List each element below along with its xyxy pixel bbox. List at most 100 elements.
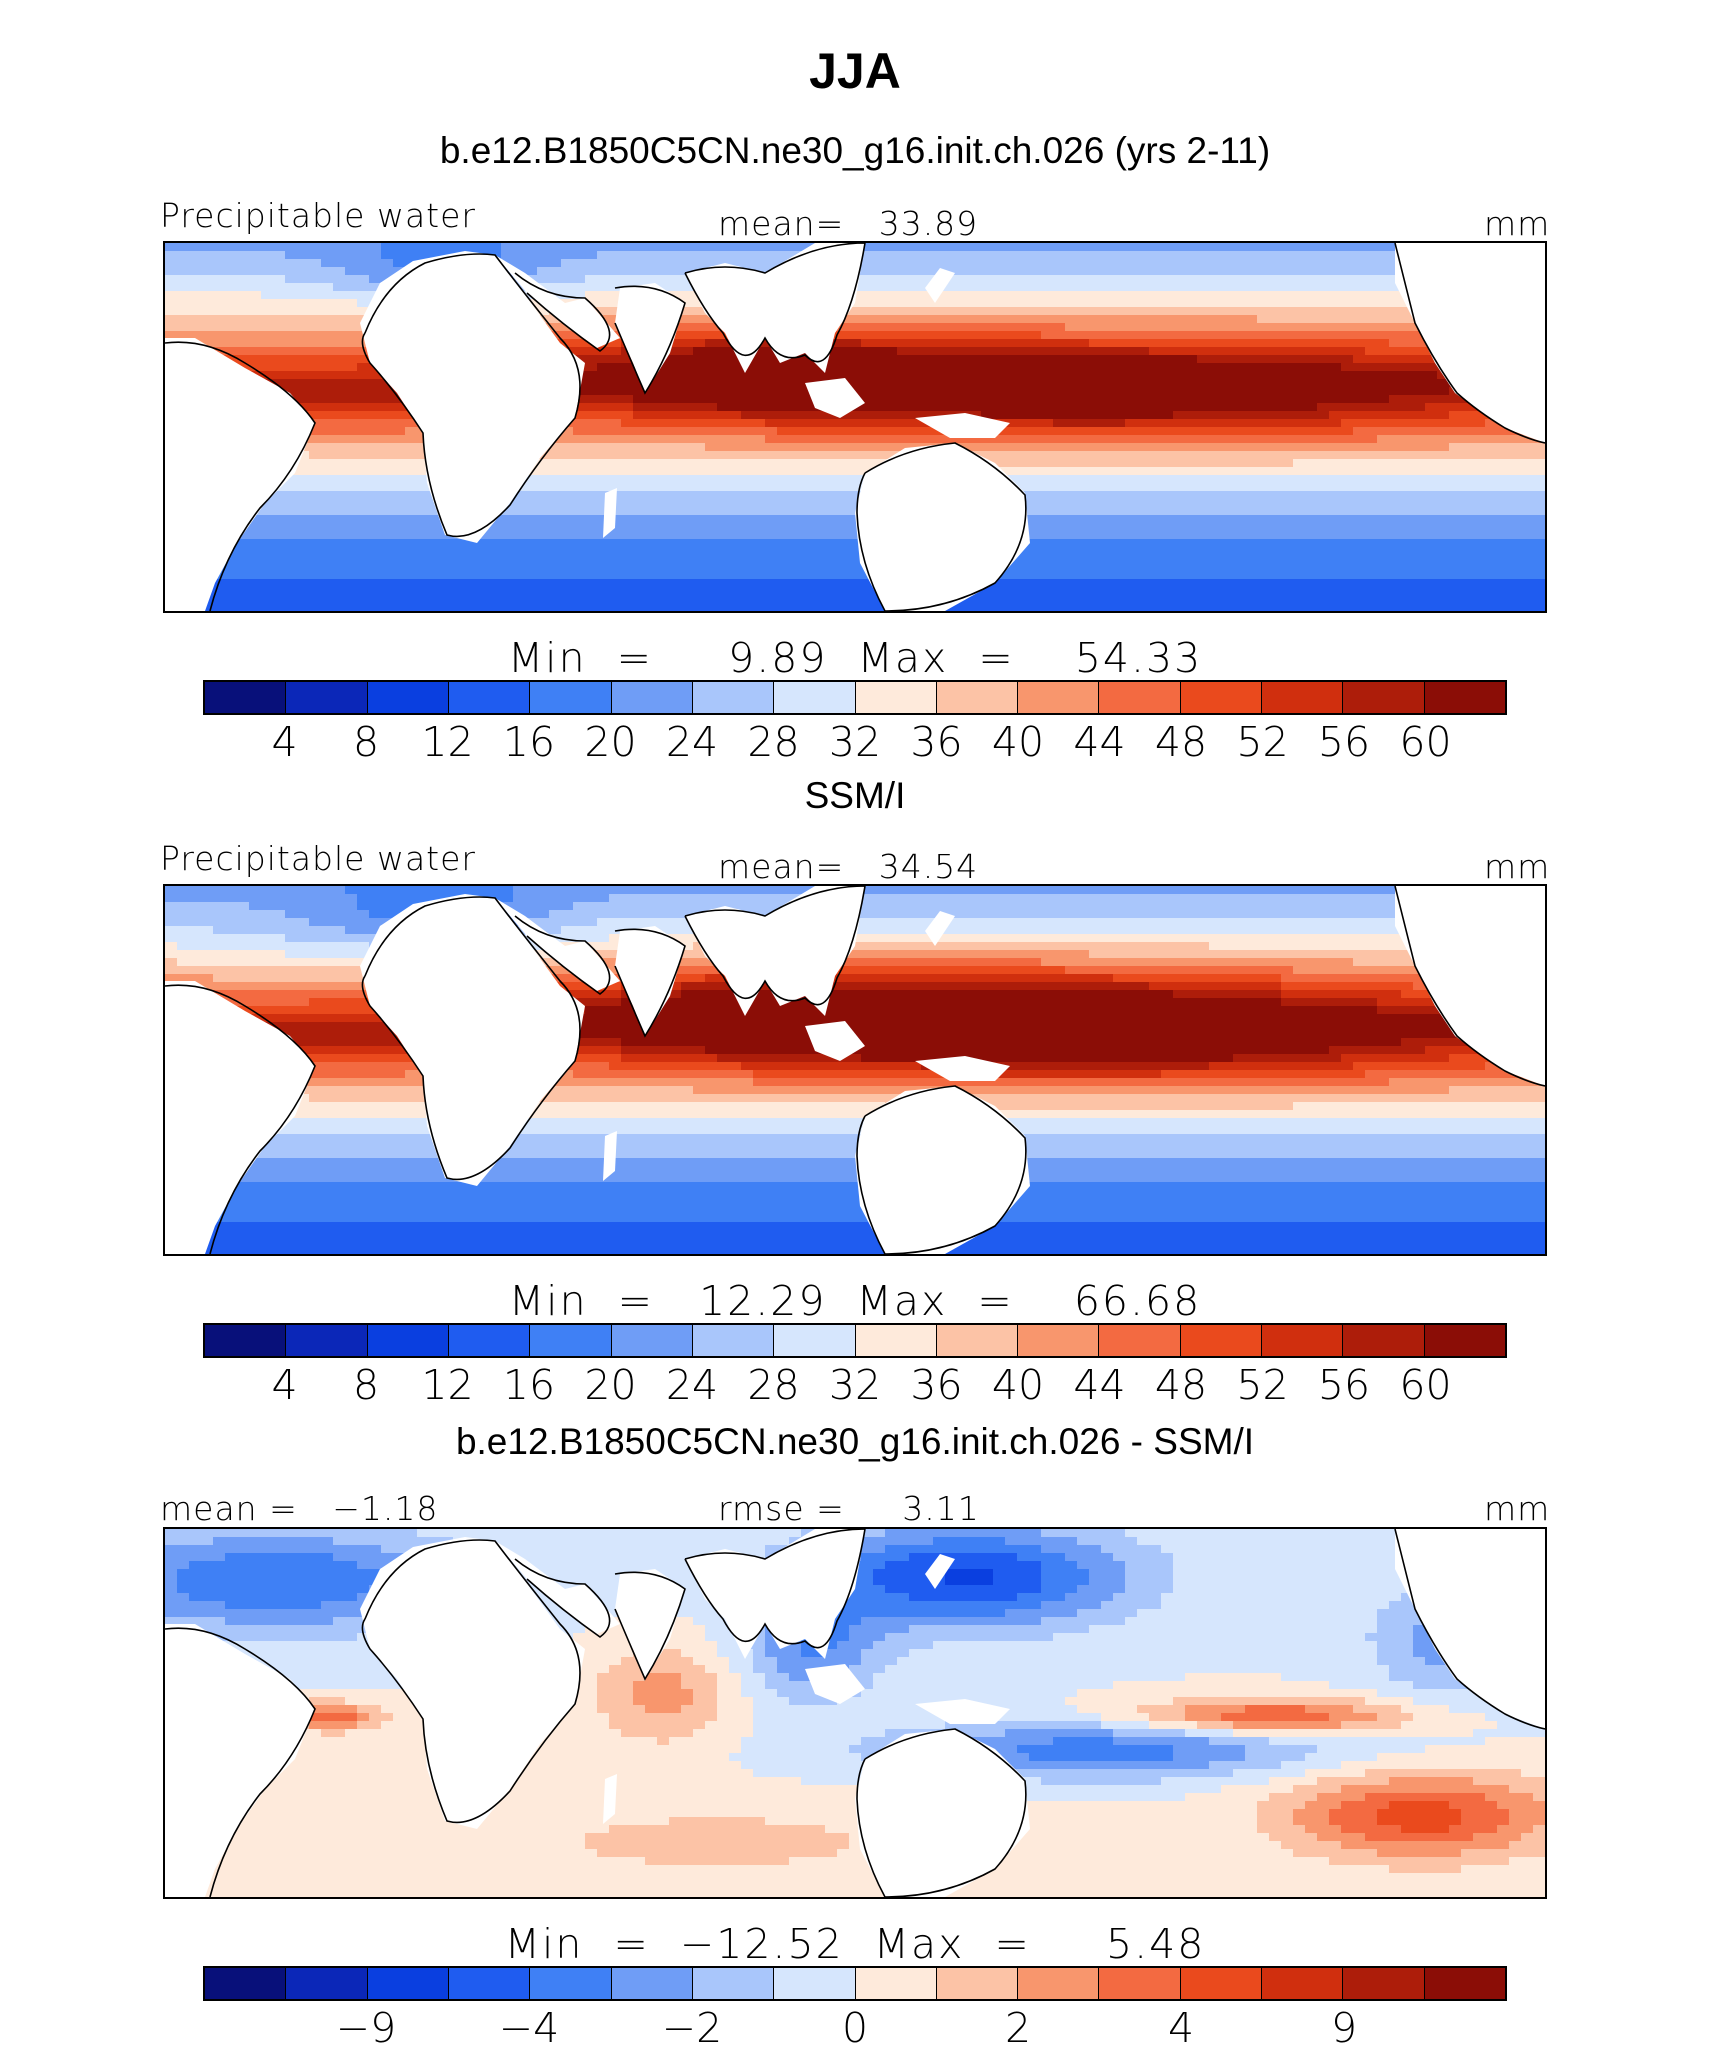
field-cell [1065, 483, 1078, 492]
field-cell [1185, 483, 1198, 492]
field-cell [1161, 571, 1174, 580]
field-cell [1521, 467, 1534, 476]
field-cell [1197, 259, 1210, 268]
field-cell [1281, 243, 1294, 252]
field-cell [1173, 315, 1186, 324]
field-cell [921, 395, 934, 404]
field-cell [1317, 451, 1330, 460]
field-cell [861, 299, 874, 308]
field-cell [237, 563, 250, 572]
field-cell [753, 371, 766, 380]
field-cell [1113, 291, 1126, 300]
field-cell [1125, 267, 1138, 276]
field-cell [933, 379, 946, 388]
field-cell [1389, 547, 1402, 556]
field-cell [585, 419, 598, 428]
field-cell [1161, 315, 1174, 324]
field-cell [1305, 483, 1318, 492]
field-cell [1233, 403, 1246, 412]
field-cell [405, 507, 418, 516]
field-cell [1161, 243, 1174, 252]
field-cell [537, 563, 550, 572]
field-cell [393, 467, 406, 476]
field-cell [717, 419, 730, 428]
field-cell [1137, 339, 1150, 348]
field-cell [1329, 483, 1342, 492]
field-cell [261, 531, 274, 540]
field-cell [1161, 331, 1174, 340]
field-cell [1497, 531, 1510, 540]
field-cell [1389, 395, 1402, 404]
field-cell [1377, 259, 1390, 268]
field-cell [1341, 483, 1354, 492]
field-cell [1281, 563, 1294, 572]
field-cell [1005, 347, 1018, 356]
field-cell [333, 443, 346, 452]
field-cell [729, 363, 742, 372]
field-cell [1461, 555, 1474, 564]
field-cell [261, 523, 274, 532]
field-cell [1221, 259, 1234, 268]
field-cell [1089, 483, 1102, 492]
field-cell [1173, 419, 1186, 428]
field-cell [1233, 355, 1246, 364]
field-cell [669, 555, 682, 564]
field-cell [1365, 387, 1378, 396]
field-cell [1041, 547, 1054, 556]
field-cell [693, 571, 706, 580]
field-cell [777, 499, 790, 508]
field-cell [1113, 443, 1126, 452]
field-cell [1089, 411, 1102, 420]
field-cell [777, 523, 790, 532]
field-cell [1137, 547, 1150, 556]
field-cell [1353, 299, 1366, 308]
field-cell [981, 355, 994, 364]
field-cell [1125, 355, 1138, 364]
field-cell [1293, 531, 1306, 540]
field-cell [1425, 483, 1438, 492]
field-cell [657, 259, 670, 268]
field-cell [813, 547, 826, 556]
field-cell [1329, 291, 1342, 300]
field-cell [1041, 315, 1054, 324]
field-cell [369, 395, 382, 404]
field-cell [1341, 283, 1354, 292]
field-cell [525, 579, 538, 588]
field-cell [1425, 571, 1438, 580]
field-cell [837, 467, 850, 476]
field-cell [393, 579, 406, 588]
field-cell [1257, 563, 1270, 572]
field-cell [633, 579, 646, 588]
field-cell [1353, 347, 1366, 356]
field-cell [1149, 307, 1162, 316]
field-cell [1029, 475, 1042, 484]
field-cell [1029, 395, 1042, 404]
field-cell [921, 387, 934, 396]
field-cell [357, 531, 370, 540]
field-cell [717, 451, 730, 460]
field-cell [873, 307, 886, 316]
field-cell [669, 451, 682, 460]
field-cell [741, 395, 754, 404]
field-cell [765, 507, 778, 516]
field-cell [1125, 403, 1138, 412]
field-cell [345, 307, 358, 316]
field-cell [1329, 395, 1342, 404]
field-cell [1017, 315, 1030, 324]
field-cell [909, 259, 922, 268]
field-cell [621, 387, 634, 396]
field-cell [621, 275, 634, 284]
field-cell [1473, 475, 1486, 484]
field-cell [1401, 339, 1414, 348]
field-cell [657, 419, 670, 428]
field-cell [1449, 539, 1462, 548]
field-cell [921, 331, 934, 340]
field-cell [1149, 499, 1162, 508]
field-cell [717, 259, 730, 268]
field-cell [393, 587, 406, 596]
field-cell [933, 243, 946, 252]
field-cell [1077, 419, 1090, 428]
field-cell [321, 363, 334, 372]
field-cell [1113, 467, 1126, 476]
field-cell [297, 547, 310, 556]
